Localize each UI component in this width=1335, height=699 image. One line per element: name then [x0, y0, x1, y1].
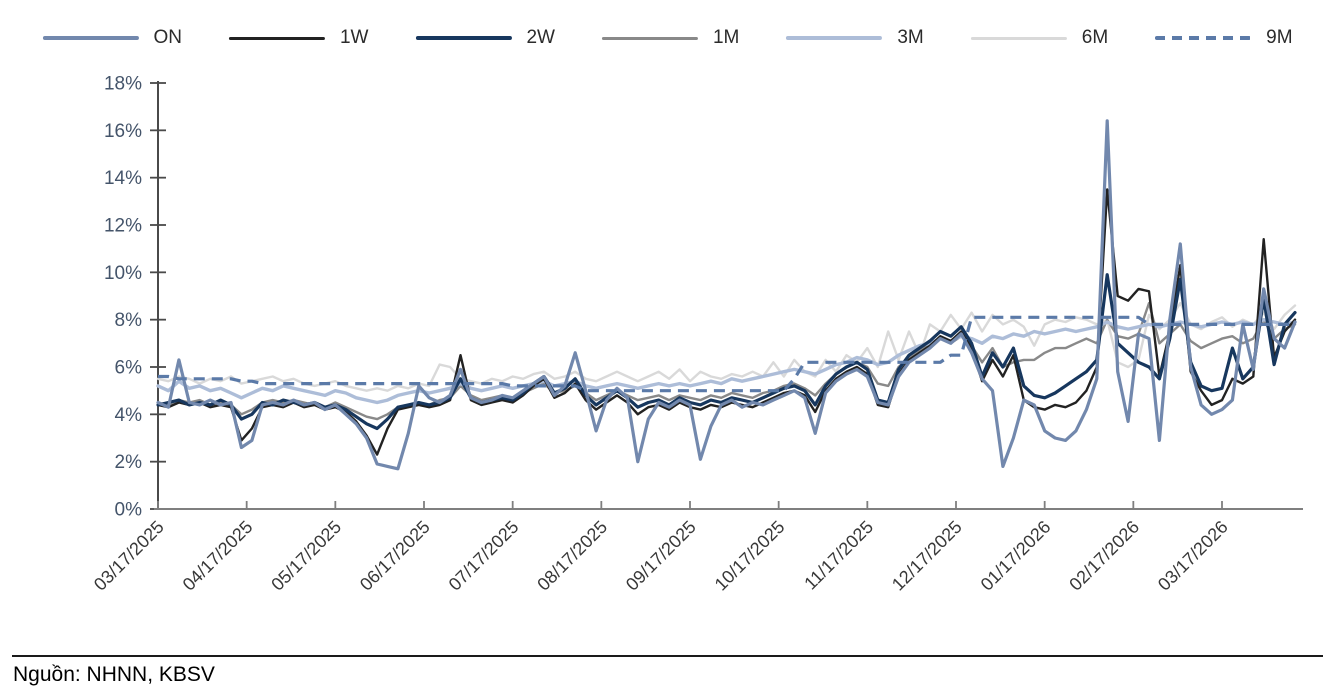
legend-label-1M: 1M [712, 27, 740, 48]
x-axis-label: 07/17/2025 [445, 517, 523, 595]
legend-item-9M: 9M [1155, 27, 1293, 49]
legend-item-3M: 3M [786, 27, 924, 49]
x-axis-label: 11/17/2025 [800, 517, 877, 594]
legend-swatch-1W [228, 36, 325, 40]
y-axis-label: 16% [104, 121, 142, 142]
legend-label-6M: 6M [1081, 27, 1109, 48]
legend-item-ON: ON [42, 27, 182, 49]
legend-item-6M: 6M [970, 27, 1109, 49]
legend-item-2W: 2W [415, 27, 555, 49]
x-axis-label: 10/17/2025 [711, 517, 789, 595]
interbank-rates-chart: 0% 2% 4% 6% 8% 10% 12% 14% 16% 18% 03/17/2025 04/17… [90, 74, 1303, 595]
x-axis-label: 04/17/2025 [179, 517, 257, 595]
x-axis-label: 06/17/2025 [356, 517, 434, 595]
y-axis-label: 2% [115, 452, 143, 473]
x-axis-label: 12/17/2025 [888, 517, 966, 595]
legend-swatch-9M [1155, 36, 1252, 40]
footer-divider [12, 655, 1323, 657]
source-note: Nguồn: NHNN, KBSV [13, 663, 215, 686]
legend-label-ON: ON [153, 27, 182, 48]
y-axis-label: 18% [104, 74, 142, 95]
y-axis-label: 8% [115, 310, 143, 331]
series-line-ON [156, 119, 1297, 471]
x-axis-label: 08/17/2025 [533, 517, 611, 595]
x-axis-label: 01/17/2026 [977, 517, 1055, 595]
legend-swatch-2W [415, 36, 512, 40]
legend-swatch-6M [970, 36, 1067, 40]
series-line-9M [158, 315, 1295, 393]
legend-item-1M: 1M [601, 27, 740, 49]
series-line-3M [156, 318, 1297, 405]
y-axis-label: 6% [115, 358, 143, 379]
x-axis-label: 05/17/2025 [267, 517, 345, 595]
x-axis-label: 03/17/2025 [90, 517, 168, 595]
legend-swatch-3M [786, 36, 883, 40]
legend-label-2W: 2W [526, 27, 555, 48]
series-line-6M [156, 301, 1297, 392]
legend-label-3M: 3M [897, 27, 924, 48]
series-line-2W [156, 273, 1297, 431]
chart-legend: ON 1W 2W 1M 3M 6M 9M [42, 27, 1293, 49]
chart-canvas: 0% 2% 4% 6% 8% 10% 12% 14% 16% 18% 03/17/2025 04/17… [90, 74, 1303, 595]
legend-swatch-ON [42, 36, 139, 40]
legend-swatch-1M [601, 36, 698, 40]
legend-item-1W: 1W [228, 27, 369, 49]
y-axis-label: 0% [115, 500, 143, 521]
x-axis-label: 09/17/2025 [622, 517, 700, 595]
legend-label-1W: 1W [339, 27, 369, 48]
y-axis-label: 10% [104, 263, 142, 284]
legend-label-9M: 9M [1266, 27, 1293, 48]
y-axis-label: 12% [104, 216, 142, 237]
y-axis-label: 14% [104, 168, 142, 189]
series-line-1W [156, 188, 1297, 456]
x-axis-label: 03/17/2026 [1154, 517, 1232, 595]
x-axis-label: 02/17/2026 [1065, 517, 1143, 595]
y-axis-label: 4% [115, 405, 143, 426]
